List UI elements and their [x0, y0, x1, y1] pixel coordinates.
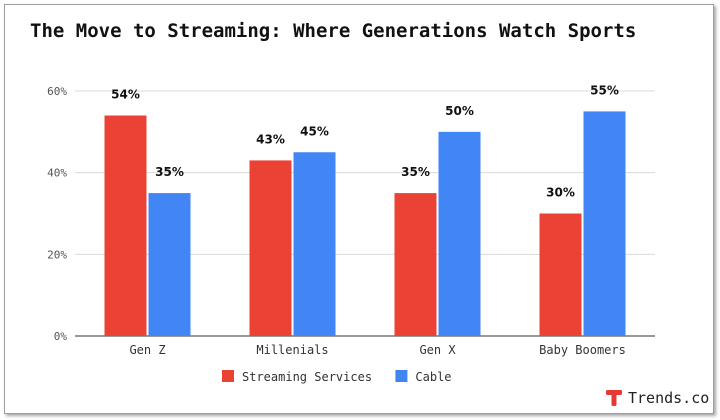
bar	[583, 111, 626, 337]
bars	[104, 111, 626, 337]
data-label: 43%	[256, 132, 285, 146]
legend-label: Cable	[415, 370, 451, 384]
legend-swatch	[222, 370, 234, 382]
data-labels: 54% 35% 43% 45% 35% 50% 30% 55%	[111, 83, 619, 199]
y-axis-ticks: 0% 20% 40% 60%	[47, 85, 67, 343]
data-label: 35%	[401, 165, 430, 179]
data-label: 35%	[155, 165, 184, 179]
bar	[148, 193, 191, 336]
bar	[104, 115, 147, 336]
t-logo-icon	[606, 390, 622, 406]
x-tick-label: Millenials	[256, 343, 328, 357]
y-tick-label: 20%	[47, 248, 67, 261]
bar	[293, 152, 336, 336]
data-label: 50%	[445, 104, 474, 118]
legend-label: Streaming Services	[242, 370, 372, 384]
data-label: 45%	[300, 124, 329, 138]
data-label: 55%	[590, 83, 619, 97]
legend-swatch	[395, 370, 408, 382]
data-label: 30%	[546, 186, 575, 200]
bar	[394, 193, 437, 336]
y-tick-label: 0%	[54, 330, 68, 343]
x-axis-ticks: Gen Z Millenials Gen X Baby Boomers	[129, 343, 625, 357]
brand-name: Trends.co	[628, 389, 710, 407]
bar	[539, 213, 582, 336]
y-tick-label: 60%	[47, 85, 67, 98]
bar	[438, 131, 481, 336]
x-tick-label: Baby Boomers	[539, 343, 626, 357]
data-label: 54%	[111, 88, 140, 102]
x-tick-label: Gen X	[419, 343, 456, 357]
chart-title: The Move to Streaming: Where Generations…	[30, 20, 637, 42]
brand-logo: Trends.co	[604, 388, 709, 408]
x-tick-label: Gen Z	[129, 343, 165, 357]
bar	[249, 160, 292, 336]
y-tick-label: 40%	[47, 167, 67, 180]
legend: Streaming Services Cable	[222, 370, 452, 384]
